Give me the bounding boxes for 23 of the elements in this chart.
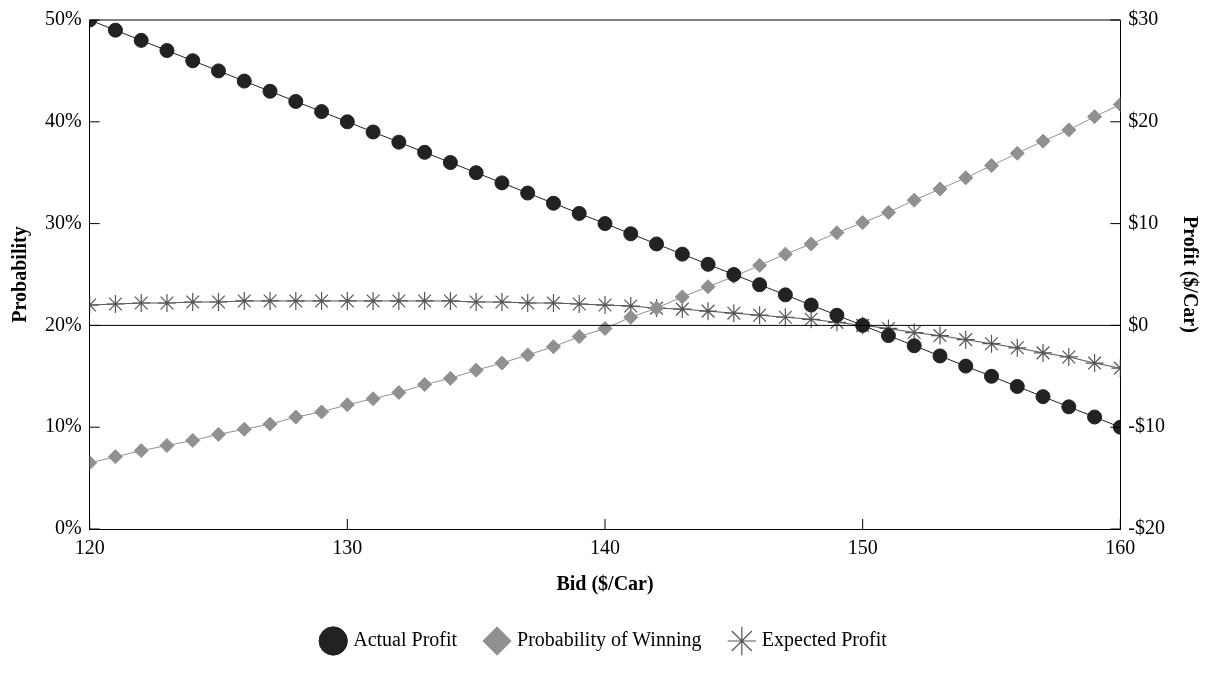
y2-tick-label: $10: [1128, 210, 1159, 233]
x-axis-title: Bid ($/Car): [556, 572, 654, 596]
legend-label: Actual Profit: [353, 628, 458, 651]
y2-axis-title: Profit ($/Car): [1178, 216, 1202, 333]
y-axis-title: Probability: [8, 226, 32, 323]
y2-tick-label: -$20: [1128, 516, 1166, 539]
x-tick-label: 130: [332, 536, 363, 559]
x-tick-label: 150: [847, 536, 878, 559]
legend-label: Probability of Winning: [517, 628, 702, 652]
y-tick-label: 40%: [44, 109, 82, 132]
legend-label: Expected Profit: [761, 628, 888, 652]
x-tick-label: 140: [590, 536, 620, 559]
y-tick-label: 0%: [54, 516, 82, 539]
x-tick-label: 160: [1105, 536, 1136, 559]
y-tick-label: 20%: [44, 312, 82, 335]
y2-tick-label: -$10: [1128, 414, 1166, 437]
y2-tick-label: $20: [1128, 109, 1159, 132]
y-tick-label: 10%: [44, 414, 82, 437]
y-tick-label: 50%: [44, 7, 82, 30]
y-tick-label: 30%: [44, 210, 82, 233]
x-tick-label: 120: [74, 536, 105, 559]
y2-tick-label: $30: [1128, 7, 1159, 30]
y2-tick-label: $0: [1128, 312, 1149, 335]
